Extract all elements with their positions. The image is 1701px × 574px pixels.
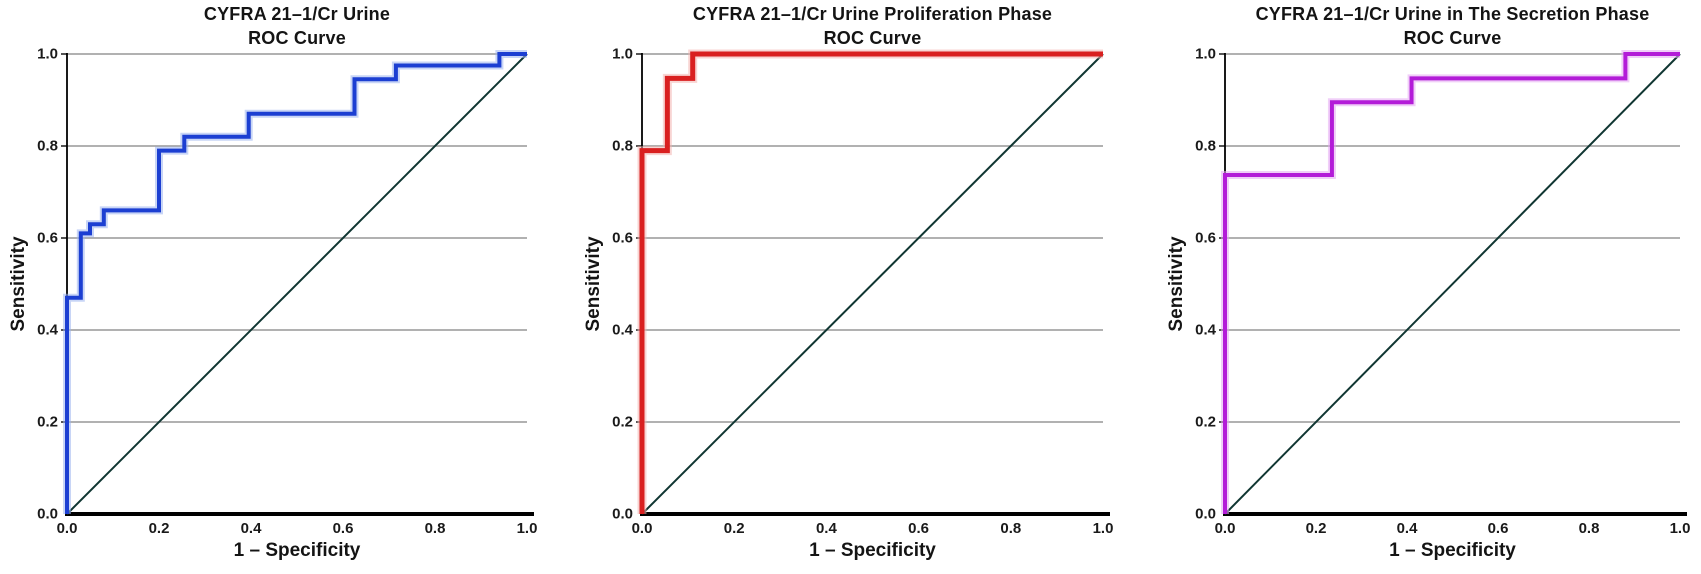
x-tick-label: 0.6 <box>908 520 930 537</box>
x-axis-label: 1 – Specificity <box>233 540 361 561</box>
x-tick-label: 0.8 <box>424 520 446 537</box>
y-axis-label: Sensitivity <box>8 236 29 332</box>
x-tick-label: 1.0 <box>1669 520 1691 537</box>
y-tick-label: 0.4 <box>37 321 58 339</box>
chart-title: CYFRA 21–1/Cr Urine in The Secretion Pha… <box>1255 4 1650 24</box>
roc-plot-secretion-phase <box>1219 50 1687 516</box>
y-tick-label: 0.2 <box>37 413 58 431</box>
y-tick-label: 0.0 <box>612 505 633 523</box>
y-tick-label: 0.6 <box>37 229 58 247</box>
y-tick-label: 1.0 <box>612 45 633 63</box>
x-tick-label: 0.4 <box>815 520 837 537</box>
x-axis-label: 1 – Specificity <box>809 540 936 561</box>
x-tick-label: 0.0 <box>56 520 78 537</box>
roc-panel-proliferation-phase: CYFRA 21–1/Cr Urine Proliferation Phase … <box>567 0 1134 574</box>
chart-title: CYFRA 21–1/Cr Urine <box>203 4 391 24</box>
y-tick-label: 0.0 <box>37 505 58 523</box>
roc-panel-secretion-phase: CYFRA 21–1/Cr Urine in The Secretion Pha… <box>1134 0 1701 574</box>
y-tick-label: 0.8 <box>1195 137 1216 155</box>
x-tick-label: 0.8 <box>1000 520 1022 537</box>
chart-subtitle: ROC Curve <box>1403 28 1502 48</box>
y-tick-label: 0.6 <box>1195 229 1216 247</box>
x-axis-label: 1 – Specificity <box>1389 540 1516 561</box>
x-tick-label: 1.0 <box>1092 520 1114 537</box>
y-tick-label: 0.8 <box>37 137 58 155</box>
y-tick-label: 1.0 <box>37 45 58 63</box>
chart-subtitle: ROC Curve <box>823 28 922 48</box>
y-axis-label: Sensitivity <box>1166 236 1187 332</box>
x-tick-label: 0.4 <box>240 520 262 537</box>
y-tick-label: 0.4 <box>612 321 633 339</box>
y-tick-label: 0.0 <box>1195 505 1216 523</box>
x-tick-label: 0.4 <box>1396 520 1418 537</box>
x-tick-label: 1.0 <box>516 520 538 537</box>
y-tick-label: 0.2 <box>1195 413 1216 431</box>
x-tick-label: 0.2 <box>148 520 170 537</box>
y-axis-label: Sensitivity <box>583 236 604 332</box>
x-tick-label: 0.6 <box>332 520 354 537</box>
y-tick-label: 1.0 <box>1195 45 1216 63</box>
y-tick-label: 0.8 <box>612 137 633 155</box>
x-tick-label: 0.0 <box>1214 520 1236 537</box>
x-tick-label: 0.8 <box>1578 520 1600 537</box>
roc-panel-overall: CYFRA 21–1/Cr Urine ROC Curve Sensitivit… <box>0 0 567 574</box>
roc-plot-proliferation-phase <box>636 49 1110 516</box>
y-tick-label: 0.4 <box>1195 321 1216 339</box>
x-tick-label: 0.6 <box>1487 520 1509 537</box>
x-tick-label: 0.0 <box>631 520 653 537</box>
y-tick-label: 0.6 <box>612 229 633 247</box>
y-tick-label: 0.2 <box>612 413 633 431</box>
x-tick-label: 0.2 <box>723 520 745 537</box>
chart-title: CYFRA 21–1/Cr Urine Proliferation Phase <box>692 4 1053 24</box>
chart-subtitle: ROC Curve <box>248 28 346 48</box>
roc-plot-overall <box>61 50 534 516</box>
x-tick-label: 0.2 <box>1305 520 1327 537</box>
